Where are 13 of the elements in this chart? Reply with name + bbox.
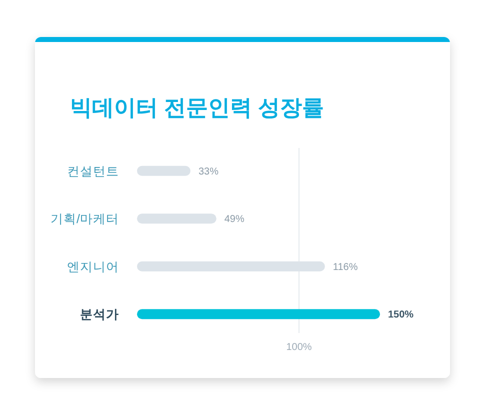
chart-title: 빅데이터 전문인력 성장률 bbox=[70, 95, 324, 120]
data-label: 116% bbox=[332, 262, 358, 273]
data-label: 33% bbox=[198, 166, 219, 178]
bar bbox=[137, 309, 380, 320]
y-tick-label: 분석가 bbox=[80, 308, 119, 322]
ref-line-label: 100% bbox=[286, 342, 312, 353]
y-tick-label: 컨설턴트 bbox=[67, 164, 119, 178]
bar bbox=[137, 214, 216, 224]
bar bbox=[137, 166, 190, 176]
y-tick-label: 엔지니어 bbox=[67, 260, 119, 274]
data-label: 49% bbox=[224, 214, 245, 226]
y-tick-label: 기획/마케터 bbox=[50, 212, 119, 226]
data-label: 150% bbox=[388, 310, 414, 321]
